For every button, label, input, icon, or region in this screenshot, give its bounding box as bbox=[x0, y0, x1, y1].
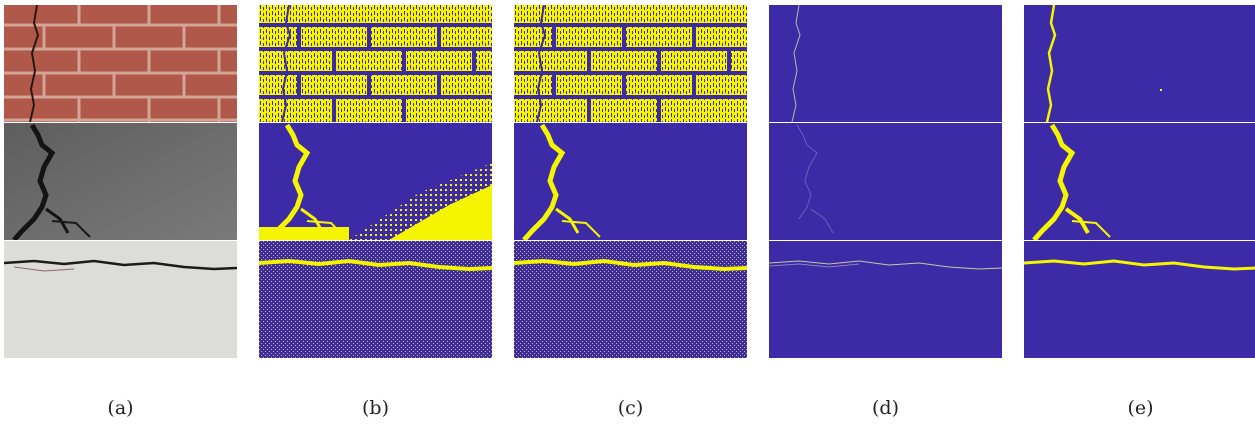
panel-label-a: (a) bbox=[107, 397, 134, 419]
panel-e bbox=[1024, 5, 1255, 358]
panel-a bbox=[4, 5, 237, 358]
segmentation-brick-b bbox=[259, 5, 492, 122]
segmentation-plaster-c bbox=[514, 240, 747, 358]
panel-b bbox=[259, 5, 492, 358]
crack-mask-gray-e bbox=[1024, 122, 1255, 240]
segmentation-gray-c bbox=[514, 122, 747, 240]
crack-mask-plaster-e bbox=[1024, 240, 1255, 358]
edge-map-gray-d bbox=[769, 122, 1002, 240]
photo-gray-wall bbox=[4, 122, 237, 240]
panel-c bbox=[514, 5, 747, 358]
segmentation-brick-c bbox=[514, 5, 747, 122]
panel-label-e: (e) bbox=[1127, 397, 1154, 419]
panel-label-c: (c) bbox=[617, 397, 644, 419]
edge-map-brick-d bbox=[769, 5, 1002, 122]
panel-label-b: (b) bbox=[362, 397, 389, 419]
panel-label-d: (d) bbox=[872, 397, 899, 419]
panel-d bbox=[769, 5, 1002, 358]
edge-map-plaster-d bbox=[769, 240, 1002, 358]
segmentation-plaster-b bbox=[259, 240, 492, 358]
segmentation-gray-b bbox=[259, 122, 492, 240]
photo-brick-wall bbox=[4, 5, 237, 122]
crack-mask-brick-e bbox=[1024, 5, 1255, 122]
photo-white-plaster bbox=[4, 240, 237, 358]
